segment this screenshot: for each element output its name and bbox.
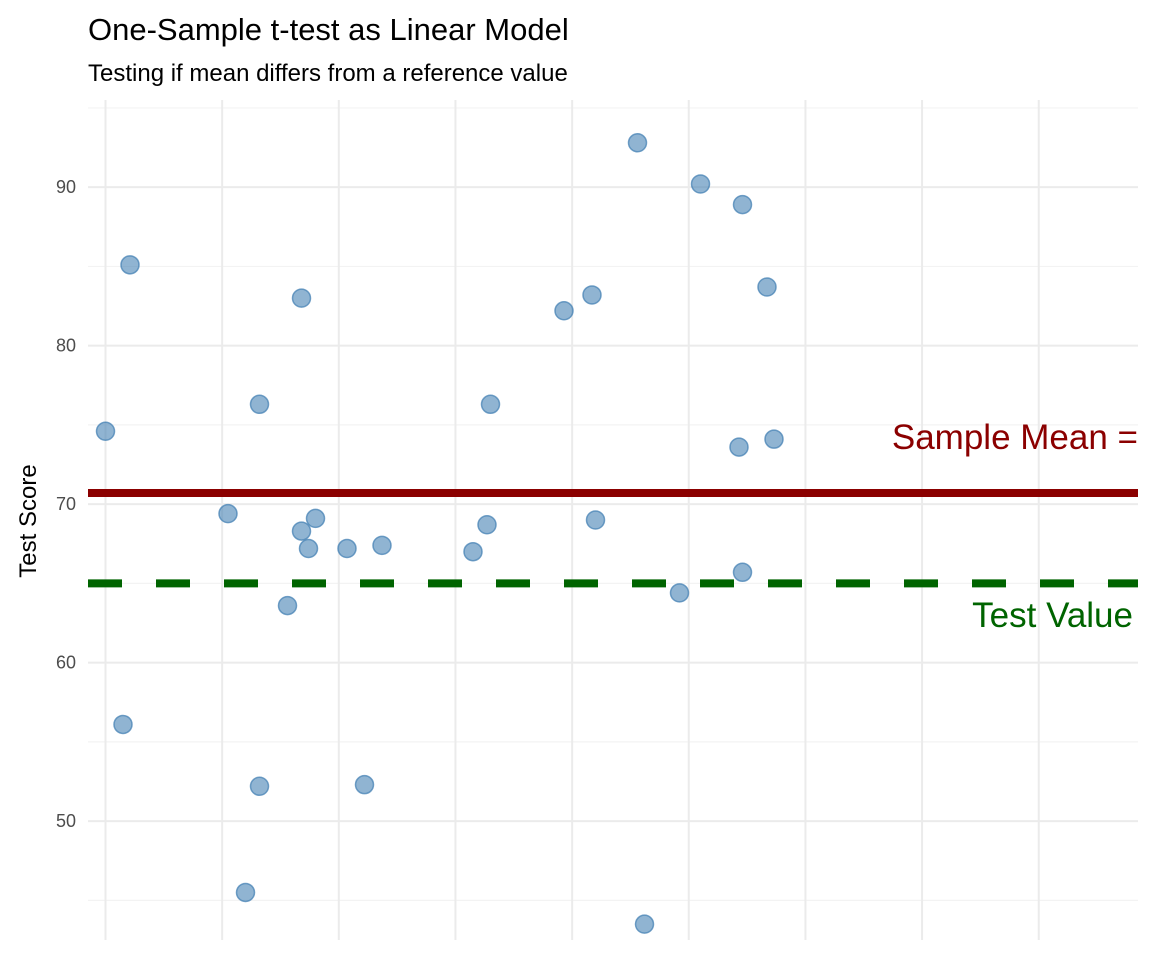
- y-tick-label: 50: [56, 811, 76, 831]
- data-point: [463, 541, 483, 562]
- data-point: [480, 394, 501, 415]
- data-point: [291, 521, 312, 541]
- data-point: [298, 538, 319, 559]
- data-point: [582, 285, 602, 305]
- data-point: [249, 776, 270, 797]
- data-point: [732, 562, 753, 583]
- data-point: [757, 277, 777, 297]
- data-point: [249, 394, 270, 415]
- test-value-label: Test Value: [972, 596, 1133, 635]
- y-tick-labels: 50 60 70 80 90: [56, 177, 76, 831]
- data-point: [120, 255, 140, 275]
- data-point: [95, 421, 116, 441]
- data-point: [732, 194, 753, 215]
- chart-subtitle: Testing if mean differs from a reference…: [88, 60, 568, 87]
- data-point: [729, 437, 749, 457]
- y-tick-label: 60: [56, 653, 76, 673]
- major-gridlines: [88, 100, 1138, 940]
- data-point: [372, 535, 392, 556]
- data-points: [95, 133, 784, 934]
- data-point: [113, 714, 133, 735]
- data-point: [634, 914, 655, 934]
- y-tick-label: 80: [56, 336, 76, 356]
- data-point: [477, 515, 497, 535]
- data-point: [337, 538, 357, 559]
- sample-mean-label: Sample Mean =: [892, 418, 1138, 457]
- y-tick-label: 70: [56, 494, 76, 514]
- data-point: [235, 882, 256, 903]
- y-axis-label: Test Score: [15, 464, 42, 577]
- data-point: [354, 774, 375, 795]
- data-point: [218, 503, 238, 524]
- minor-gridlines: [88, 107, 1138, 901]
- data-point: [554, 301, 574, 321]
- data-point: [690, 174, 711, 194]
- data-point: [669, 583, 690, 603]
- data-point: [277, 595, 298, 616]
- data-point: [291, 288, 312, 308]
- chart-title: One-Sample t-test as Linear Model: [88, 12, 569, 47]
- data-point: [627, 133, 648, 153]
- y-tick-label: 90: [56, 177, 76, 197]
- data-point: [305, 508, 326, 529]
- data-point: [764, 429, 784, 449]
- data-point: [585, 510, 606, 530]
